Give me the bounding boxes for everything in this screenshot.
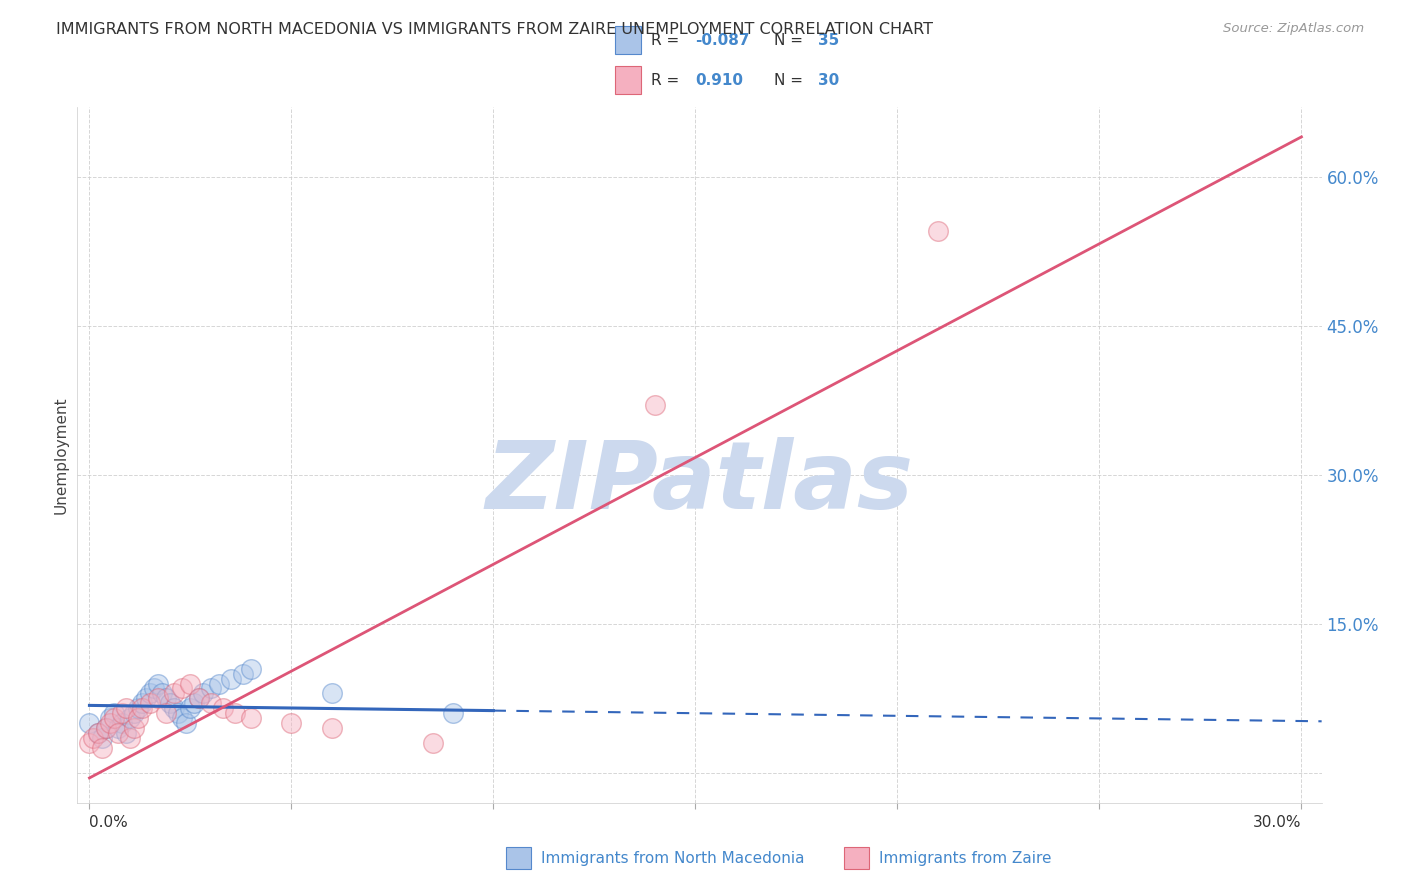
Point — [191, 686, 214, 700]
Text: N =: N = — [773, 72, 803, 87]
Point — [103, 711, 125, 725]
Point — [122, 721, 145, 735]
Point — [240, 662, 263, 676]
Point — [107, 721, 129, 735]
Point — [131, 701, 153, 715]
Text: Source: ZipAtlas.com: Source: ZipAtlas.com — [1223, 22, 1364, 36]
Point — [139, 697, 162, 711]
Text: ZIPatlas: ZIPatlas — [485, 437, 914, 529]
Text: Immigrants from Zaire: Immigrants from Zaire — [879, 851, 1052, 865]
Point — [127, 711, 149, 725]
Point — [183, 697, 205, 711]
Text: R =: R = — [651, 72, 679, 87]
Point — [224, 706, 246, 721]
Point — [86, 726, 108, 740]
Point — [94, 721, 117, 735]
Point — [172, 681, 194, 696]
Point — [118, 731, 141, 746]
Point — [159, 697, 181, 711]
Point — [135, 691, 157, 706]
Y-axis label: Unemployment: Unemployment — [53, 396, 69, 514]
Text: 35: 35 — [818, 33, 839, 48]
Point — [441, 706, 464, 721]
Point — [86, 726, 108, 740]
Point — [163, 686, 186, 700]
Point — [187, 691, 209, 706]
Point — [118, 711, 141, 725]
Text: 30.0%: 30.0% — [1253, 814, 1302, 830]
Point — [321, 721, 343, 735]
Point — [172, 711, 194, 725]
Point — [79, 736, 101, 750]
Point — [321, 686, 343, 700]
Point — [146, 676, 169, 690]
Point — [232, 666, 254, 681]
Point — [187, 691, 209, 706]
Point — [280, 716, 302, 731]
Point — [208, 676, 231, 690]
Point — [240, 711, 263, 725]
Point — [114, 726, 136, 740]
Point — [131, 697, 153, 711]
Point — [163, 701, 186, 715]
Point — [94, 721, 117, 735]
Point — [111, 706, 134, 721]
Point — [111, 716, 134, 731]
Point — [107, 726, 129, 740]
Point — [146, 691, 169, 706]
Point — [176, 716, 198, 731]
Point — [167, 706, 190, 721]
Point — [179, 676, 201, 690]
Text: N =: N = — [773, 33, 803, 48]
Point — [179, 701, 201, 715]
Point — [150, 686, 173, 700]
Point — [927, 224, 949, 238]
Point — [90, 741, 112, 756]
Bar — [614, 27, 641, 54]
Text: Immigrants from North Macedonia: Immigrants from North Macedonia — [541, 851, 804, 865]
Text: 30: 30 — [818, 72, 839, 87]
Point — [219, 672, 242, 686]
Point — [155, 691, 177, 706]
Text: 0.0%: 0.0% — [90, 814, 128, 830]
Bar — [614, 66, 641, 95]
Text: R =: R = — [651, 33, 679, 48]
Point — [127, 701, 149, 715]
Point — [143, 681, 166, 696]
Point — [114, 701, 136, 715]
Point — [155, 706, 177, 721]
Point — [122, 706, 145, 721]
Point — [644, 398, 666, 412]
Point — [98, 711, 121, 725]
Point — [98, 716, 121, 731]
Point — [90, 731, 112, 746]
Point — [211, 701, 233, 715]
Point — [103, 706, 125, 721]
Point — [139, 686, 162, 700]
Point — [79, 716, 101, 731]
Point — [200, 681, 222, 696]
Point — [422, 736, 444, 750]
Text: IMMIGRANTS FROM NORTH MACEDONIA VS IMMIGRANTS FROM ZAIRE UNEMPLOYMENT CORRELATIO: IMMIGRANTS FROM NORTH MACEDONIA VS IMMIG… — [56, 22, 934, 37]
Point — [200, 697, 222, 711]
Point — [82, 731, 104, 746]
Text: -0.087: -0.087 — [696, 33, 751, 48]
Text: 0.910: 0.910 — [696, 72, 744, 87]
